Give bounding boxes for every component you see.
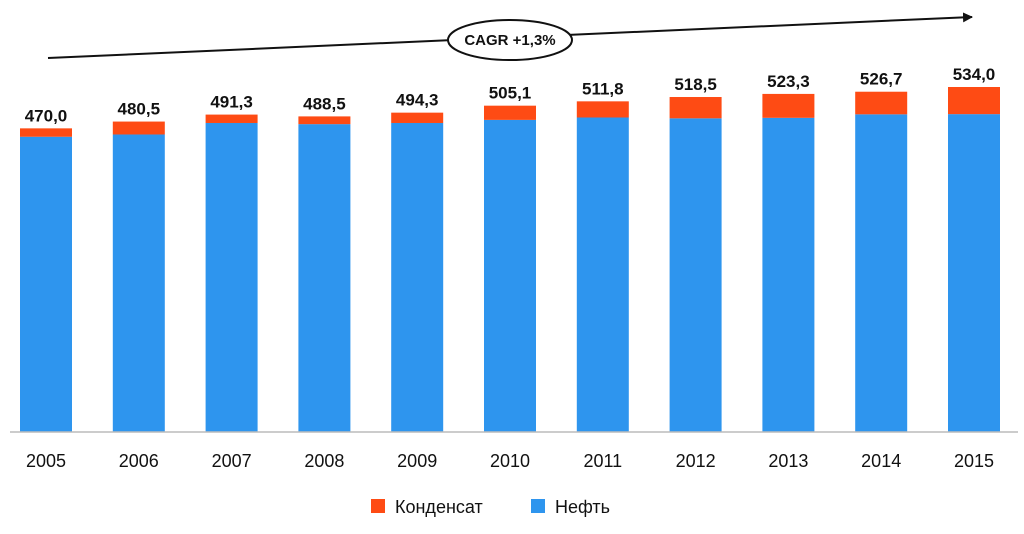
bar-oil-2005 <box>20 136 72 432</box>
x-tick-2008: 2008 <box>304 451 344 471</box>
total-label-2006: 480,5 <box>118 100 161 119</box>
x-tick-2006: 2006 <box>119 451 159 471</box>
bar-oil-2006 <box>112 134 165 432</box>
x-tick-2015: 2015 <box>954 451 994 471</box>
total-label-2007: 491,3 <box>210 93 253 112</box>
x-tick-2013: 2013 <box>768 451 808 471</box>
x-tick-2009: 2009 <box>397 451 437 471</box>
cagr-label: CAGR +1,3% <box>464 32 555 49</box>
total-label-2011: 511,8 <box>582 79 624 98</box>
cagr-badge <box>447 19 573 61</box>
total-label-2015: 534,0 <box>953 65 996 84</box>
x-tick-2014: 2014 <box>861 451 901 471</box>
legend-label-oil: Нефть <box>555 497 610 517</box>
x-tick-2007: 2007 <box>212 451 252 471</box>
total-labels-group: 470,0 480,5 491,3 488,5 494,3 505,1 511,8 518,5… <box>25 65 996 125</box>
total-label-2008: 488,5 <box>303 94 346 113</box>
bar-condensate-2013 <box>762 93 815 118</box>
bar-oil-2009 <box>391 122 444 432</box>
bar-condensate-2010 <box>484 105 536 120</box>
total-label-2012: 518,5 <box>674 75 717 94</box>
bar-condensate-2012 <box>669 97 722 119</box>
bar-condensate-2011 <box>576 101 629 118</box>
total-label-2005: 470,0 <box>25 106 68 125</box>
bar-oil-2015 <box>948 114 1000 433</box>
x-tick-2011: 2011 <box>583 451 622 471</box>
bar-condensate-2014 <box>855 91 908 115</box>
bar-oil-2010 <box>484 119 536 433</box>
bars-group <box>20 87 1000 433</box>
bar-condensate-2008 <box>298 116 351 125</box>
x-axis-ticks: 2005 2006 2007 2008 2009 2010 2011 2012 2013 2014… <box>26 451 994 471</box>
bar-condensate-2007 <box>205 114 258 123</box>
bar-condensate-2009 <box>391 112 444 123</box>
total-label-2009: 494,3 <box>396 91 439 110</box>
legend-swatch-oil <box>531 499 545 513</box>
bar-condensate-2006 <box>112 121 165 135</box>
bar-condensate-2015 <box>948 87 1000 115</box>
total-label-2010: 505,1 <box>489 84 532 103</box>
legend-label-condensate: Конденсат <box>395 497 483 517</box>
bar-oil-2008 <box>298 124 351 433</box>
bar-oil-2014 <box>855 114 908 433</box>
bar-oil-2013 <box>762 117 815 432</box>
bar-oil-2012 <box>669 118 722 433</box>
x-tick-2010: 2010 <box>490 451 530 471</box>
legend-swatch-condensate <box>371 499 385 513</box>
legend: Конденсат Нефть <box>371 497 610 517</box>
total-label-2014: 526,7 <box>860 70 903 89</box>
bar-oil-2011 <box>576 117 629 432</box>
bar-condensate-2005 <box>20 128 72 137</box>
x-tick-2005: 2005 <box>26 451 66 471</box>
bar-oil-2007 <box>205 122 258 432</box>
x-tick-2012: 2012 <box>676 451 716 471</box>
total-label-2013: 523,3 <box>767 72 810 91</box>
